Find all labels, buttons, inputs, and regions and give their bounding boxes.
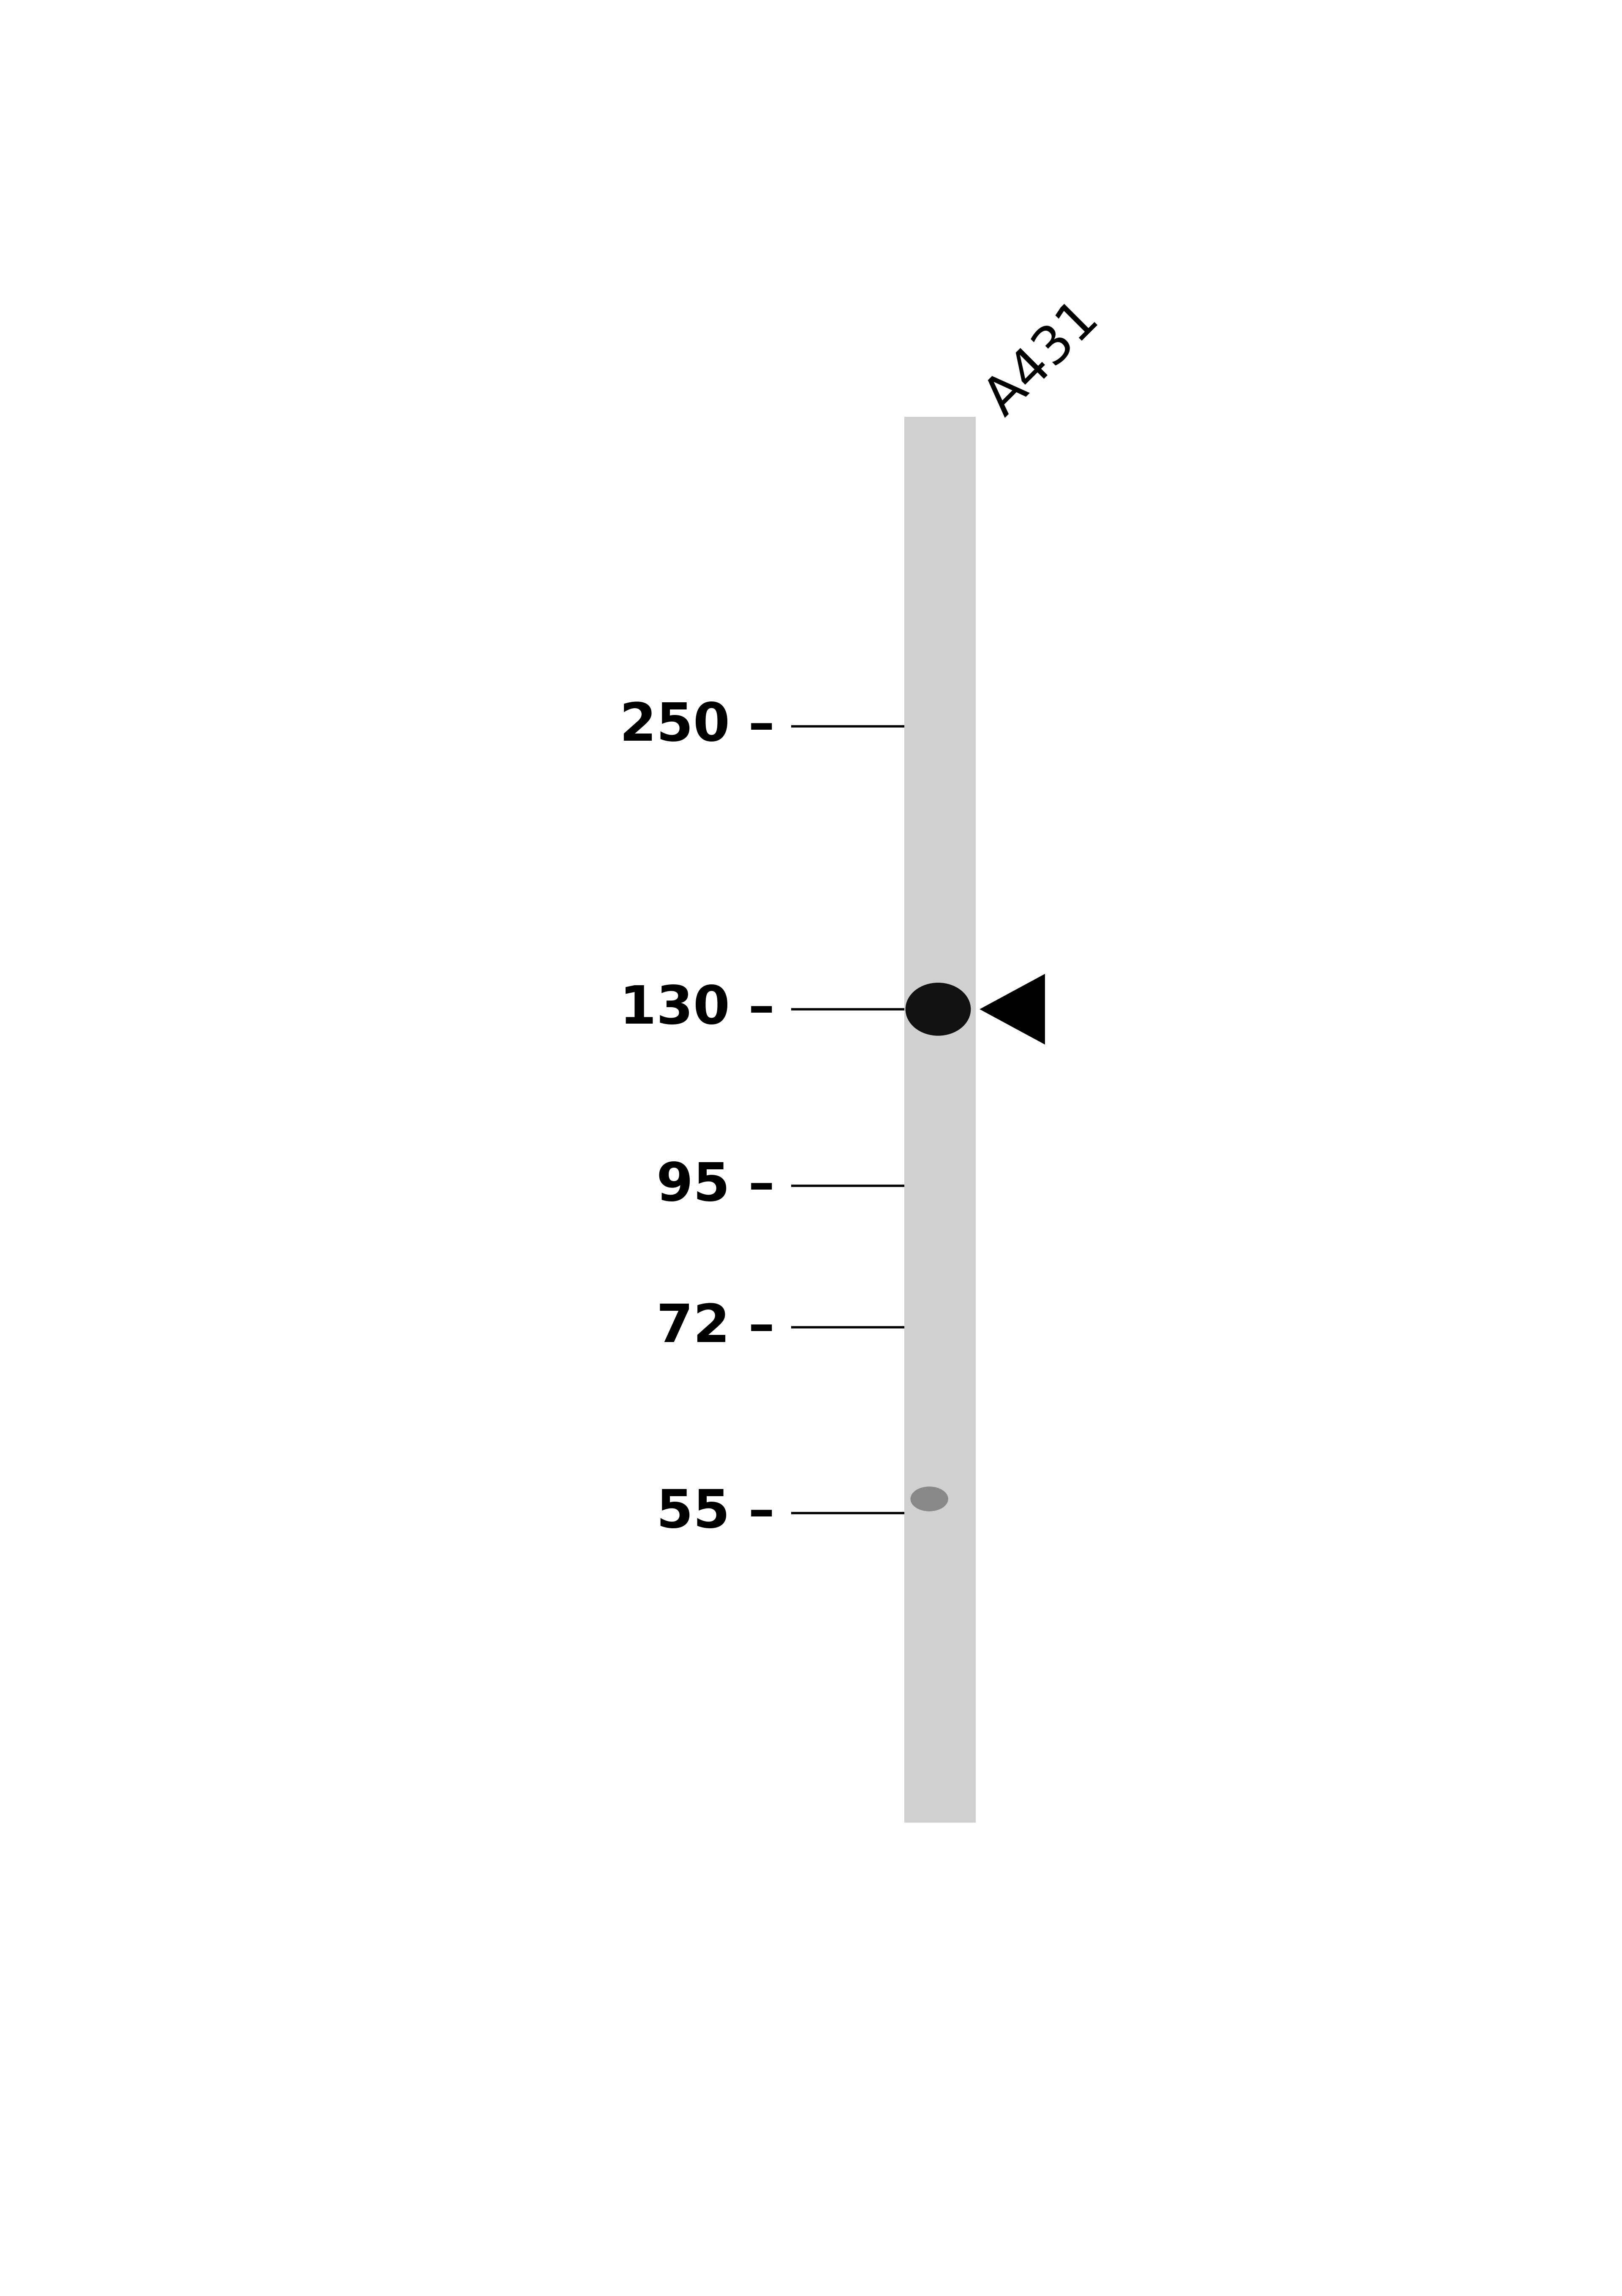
Polygon shape	[980, 974, 1045, 1045]
Text: 130 –: 130 –	[620, 983, 775, 1035]
Ellipse shape	[910, 1486, 949, 1511]
Text: 250 –: 250 –	[620, 700, 775, 751]
Ellipse shape	[905, 983, 972, 1035]
Text: 95 –: 95 –	[657, 1159, 775, 1212]
Text: A431: A431	[976, 294, 1109, 425]
Text: 55 –: 55 –	[657, 1488, 775, 1538]
Text: 72 –: 72 –	[657, 1302, 775, 1352]
Bar	[903, 418, 976, 1823]
